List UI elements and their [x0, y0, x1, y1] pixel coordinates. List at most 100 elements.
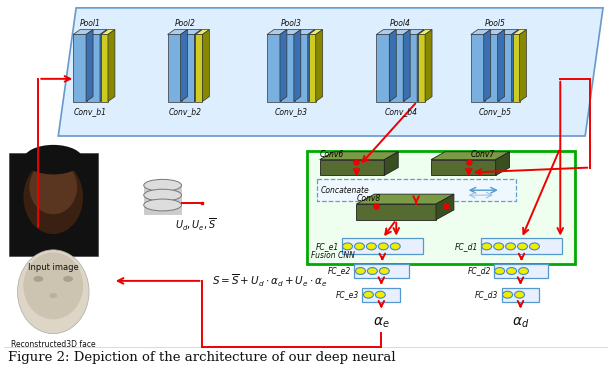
Ellipse shape [519, 268, 528, 274]
Polygon shape [425, 30, 432, 101]
Polygon shape [404, 34, 417, 101]
Polygon shape [384, 152, 398, 175]
Bar [9, 153, 98, 256]
Ellipse shape [143, 189, 182, 201]
Polygon shape [181, 30, 187, 101]
Text: FC_d3: FC_d3 [475, 290, 499, 299]
Bar [143, 195, 182, 205]
Text: FC_d1: FC_d1 [454, 242, 478, 251]
Polygon shape [168, 30, 187, 34]
Text: Pool2: Pool2 [174, 19, 195, 27]
Text: Reconstructed3D face: Reconstructed3D face [11, 340, 95, 349]
Bar [143, 185, 182, 195]
Polygon shape [471, 34, 484, 101]
Polygon shape [418, 30, 432, 34]
Text: FC_e1: FC_e1 [316, 242, 339, 251]
Polygon shape [431, 152, 510, 160]
Polygon shape [513, 34, 519, 101]
Polygon shape [202, 30, 209, 101]
Polygon shape [182, 34, 195, 101]
FancyBboxPatch shape [362, 288, 400, 302]
Ellipse shape [506, 268, 517, 274]
Text: Pool5: Pool5 [485, 19, 506, 27]
FancyBboxPatch shape [494, 264, 548, 278]
Polygon shape [281, 30, 301, 34]
Ellipse shape [143, 179, 182, 191]
Ellipse shape [390, 243, 400, 250]
Polygon shape [281, 34, 294, 101]
Polygon shape [389, 30, 396, 101]
Text: Pool3: Pool3 [281, 19, 302, 27]
Polygon shape [195, 30, 209, 34]
Text: $S = \overline{S} + U_d \cdot \alpha_d + U_e \cdot \alpha_e$: $S = \overline{S} + U_d \cdot \alpha_d +… [212, 273, 328, 289]
Polygon shape [309, 30, 323, 34]
Text: FC_e3: FC_e3 [336, 290, 359, 299]
Polygon shape [73, 30, 93, 34]
Ellipse shape [18, 250, 89, 333]
Polygon shape [73, 34, 86, 101]
Text: Conv7: Conv7 [471, 150, 495, 159]
Ellipse shape [494, 243, 503, 250]
Polygon shape [86, 30, 93, 101]
Polygon shape [168, 34, 181, 101]
FancyBboxPatch shape [342, 239, 423, 254]
Ellipse shape [503, 291, 513, 298]
Ellipse shape [375, 291, 385, 298]
Polygon shape [390, 34, 403, 101]
Text: Figure 2: Depiction of the architecture of our deep neural: Figure 2: Depiction of the architecture … [7, 351, 395, 364]
Polygon shape [320, 160, 384, 175]
Polygon shape [436, 194, 454, 220]
Ellipse shape [354, 243, 364, 250]
Text: Conv8: Conv8 [356, 194, 381, 203]
Polygon shape [417, 30, 424, 101]
Polygon shape [87, 34, 100, 101]
Ellipse shape [49, 293, 57, 298]
Polygon shape [87, 30, 107, 34]
Polygon shape [316, 30, 323, 101]
Ellipse shape [514, 291, 525, 298]
Polygon shape [431, 160, 496, 175]
Ellipse shape [506, 243, 516, 250]
Ellipse shape [143, 199, 182, 211]
Text: Conv_b3: Conv_b3 [275, 108, 308, 116]
Ellipse shape [495, 268, 505, 274]
Polygon shape [376, 30, 396, 34]
FancyBboxPatch shape [481, 239, 562, 254]
Polygon shape [498, 30, 505, 101]
Text: Pool1: Pool1 [80, 19, 101, 27]
Polygon shape [404, 30, 424, 34]
Text: $U_d, U_e, \overline{S}$: $U_d, U_e, \overline{S}$ [174, 217, 216, 233]
Polygon shape [309, 34, 316, 101]
Ellipse shape [378, 243, 389, 250]
Ellipse shape [24, 252, 83, 319]
Polygon shape [195, 30, 201, 101]
Text: Concatenate: Concatenate [320, 186, 370, 195]
Polygon shape [58, 8, 603, 136]
Ellipse shape [24, 145, 83, 175]
Polygon shape [267, 34, 280, 101]
Ellipse shape [482, 243, 492, 250]
Ellipse shape [342, 243, 353, 250]
Text: Input image: Input image [28, 263, 78, 272]
Ellipse shape [356, 268, 365, 274]
Bar [307, 151, 575, 264]
Ellipse shape [63, 276, 73, 282]
Text: Conv6: Conv6 [320, 150, 344, 159]
Polygon shape [485, 30, 505, 34]
Polygon shape [101, 30, 115, 34]
Polygon shape [496, 152, 510, 175]
Polygon shape [195, 34, 202, 101]
Polygon shape [108, 30, 115, 101]
Text: FC_d2: FC_d2 [468, 266, 491, 276]
Text: Pool4: Pool4 [390, 19, 411, 27]
Ellipse shape [367, 243, 376, 250]
Polygon shape [356, 194, 454, 204]
Ellipse shape [364, 291, 373, 298]
Text: FC_e2: FC_e2 [328, 266, 351, 276]
Polygon shape [418, 34, 425, 101]
Ellipse shape [379, 268, 389, 274]
Text: $\alpha_d$: $\alpha_d$ [512, 315, 529, 330]
Polygon shape [308, 30, 315, 101]
Text: Conv_b1: Conv_b1 [74, 108, 107, 116]
Polygon shape [484, 30, 491, 101]
